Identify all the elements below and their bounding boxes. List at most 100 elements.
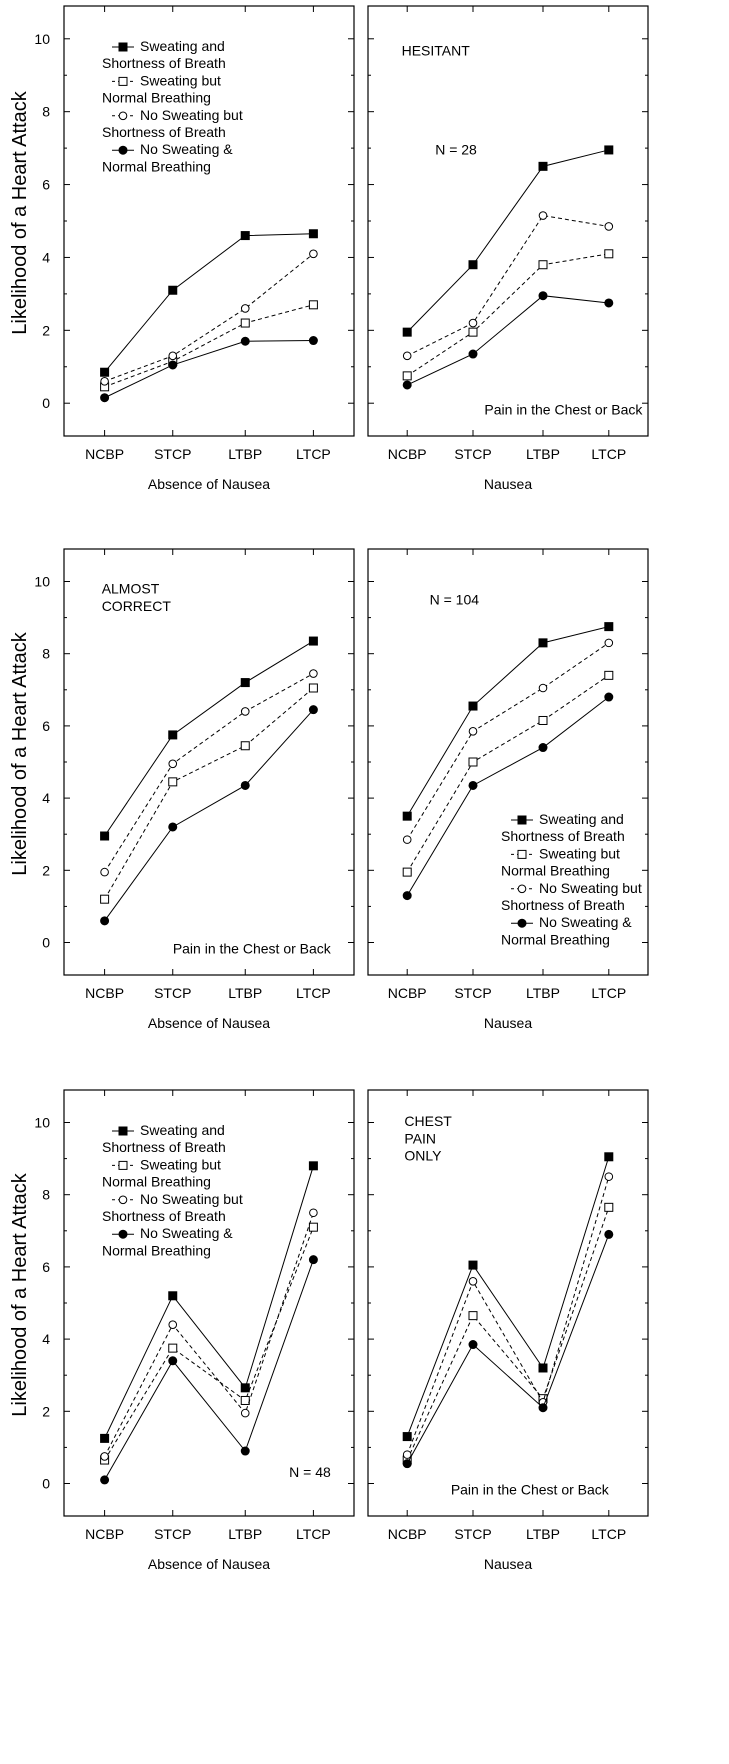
series-line: [406, 674, 610, 873]
data-point: [100, 916, 110, 926]
y-tick-label: 6: [42, 177, 50, 193]
y-tick-label: 8: [42, 104, 50, 120]
annotation: Pain in the Chest or Back: [451, 1482, 610, 1498]
legend-marker: [118, 42, 128, 52]
data-point: [604, 622, 614, 632]
y-tick-label: 2: [42, 862, 50, 878]
data-point: [308, 229, 318, 239]
data-point: [402, 1432, 412, 1442]
y-tick-label: 8: [42, 1187, 50, 1203]
y-tick-label: 4: [42, 1331, 50, 1347]
data-point: [604, 692, 614, 702]
data-point: [468, 1311, 478, 1321]
x-axis-label: Absence of Nausea: [148, 1556, 270, 1572]
data-point: [402, 891, 412, 901]
annotation: ALMOST: [102, 581, 160, 597]
y-axis-label: Likelihood of a Heart Attack: [9, 90, 31, 334]
legend-label: No Sweating &: [140, 141, 233, 157]
series-line: [104, 1212, 314, 1457]
data-point: [309, 669, 318, 678]
data-point: [468, 318, 478, 328]
legend-marker: [517, 849, 527, 859]
x-tick-label: NCBP: [388, 446, 427, 462]
legend-label: No Sweating &: [140, 1225, 233, 1241]
data-point: [168, 1320, 178, 1329]
data-point: [538, 638, 548, 648]
data-point: [100, 1475, 110, 1485]
series-line: [406, 253, 609, 377]
series-line: [406, 295, 609, 386]
legend-label: Normal Breathing: [102, 158, 211, 174]
data-point: [100, 1433, 110, 1443]
x-tick-label: STCP: [154, 985, 191, 1001]
legend-marker: [118, 76, 128, 86]
legend-marker: [118, 1160, 128, 1170]
y-axis-label: Likelihood of a Heart Attack: [9, 1172, 31, 1416]
x-tick-label: LTBP: [228, 1526, 262, 1542]
data-point: [168, 1291, 178, 1301]
series-line: [104, 233, 314, 373]
series-line: [104, 687, 314, 900]
y-tick-label: 10: [34, 31, 50, 47]
annotation: CORRECT: [102, 598, 172, 614]
legend-label: Sweating but: [140, 72, 221, 88]
annotation: CHEST: [404, 1113, 452, 1129]
x-axis-label: Nausea: [484, 1556, 532, 1572]
x-tick-label: LTBP: [526, 446, 560, 462]
y-tick-label: 0: [42, 395, 50, 411]
data-point: [240, 707, 250, 716]
data-point: [240, 678, 250, 688]
data-point: [604, 249, 614, 259]
x-tick-label: NCBP: [388, 985, 427, 1001]
series-line: [406, 1207, 610, 1461]
annotation: N = 48: [289, 1464, 331, 1480]
legend-label: Sweating but: [140, 1156, 221, 1172]
data-point: [604, 1229, 614, 1239]
chart-panel: NCBP STCP LTBP LTCP Nausea HESITANT N = 28 Pain…: [367, 5, 649, 492]
data-point: [538, 715, 548, 725]
data-point: [240, 304, 250, 313]
data-point: [468, 1340, 478, 1350]
y-tick-label: 0: [42, 935, 50, 951]
data-point: [538, 743, 548, 753]
data-point: [538, 1363, 548, 1373]
data-point: [468, 349, 478, 359]
series-line: [406, 1156, 610, 1437]
x-tick-label: LTBP: [526, 985, 560, 1001]
x-axis-label: Absence of Nausea: [148, 476, 270, 492]
data-point: [604, 1172, 614, 1181]
data-point: [402, 351, 412, 361]
chart-panel: 0 2 4 6 8 10 NCBP STCP LTBP LTCP Absence of Nausea…: [34, 1089, 355, 1572]
data-point: [538, 260, 548, 270]
data-point: [308, 300, 318, 310]
series-line: [104, 304, 314, 388]
annotation: PAIN: [404, 1130, 436, 1146]
data-point: [604, 670, 614, 680]
annotation: ONLY: [404, 1147, 442, 1163]
legend-label: Normal Breathing: [102, 1242, 211, 1258]
legend-label: Normal Breathing: [102, 1174, 211, 1190]
annotation: Pain in the Chest or Back: [484, 402, 643, 418]
x-tick-label: LTCP: [591, 446, 626, 462]
data-point: [100, 377, 109, 386]
legend-marker: [118, 1229, 128, 1239]
data-point: [402, 1450, 412, 1459]
data-point: [309, 249, 318, 259]
series-line: [104, 1227, 314, 1461]
data-point: [538, 161, 548, 171]
x-tick-label: STCP: [454, 985, 491, 1001]
y-tick-label: 10: [34, 1114, 50, 1130]
legend-marker: [517, 918, 527, 928]
data-point: [240, 780, 250, 790]
data-point: [402, 380, 412, 390]
legend-label: Shortness of Breath: [102, 55, 226, 71]
legend-marker: [517, 884, 527, 894]
x-tick-label: LTCP: [591, 985, 626, 1001]
data-point: [604, 145, 614, 155]
y-tick-label: 4: [42, 249, 50, 265]
legend-label: Sweating and: [140, 38, 225, 54]
legend-marker: [118, 1195, 128, 1205]
data-point: [308, 336, 318, 346]
series-line: [406, 1234, 610, 1464]
